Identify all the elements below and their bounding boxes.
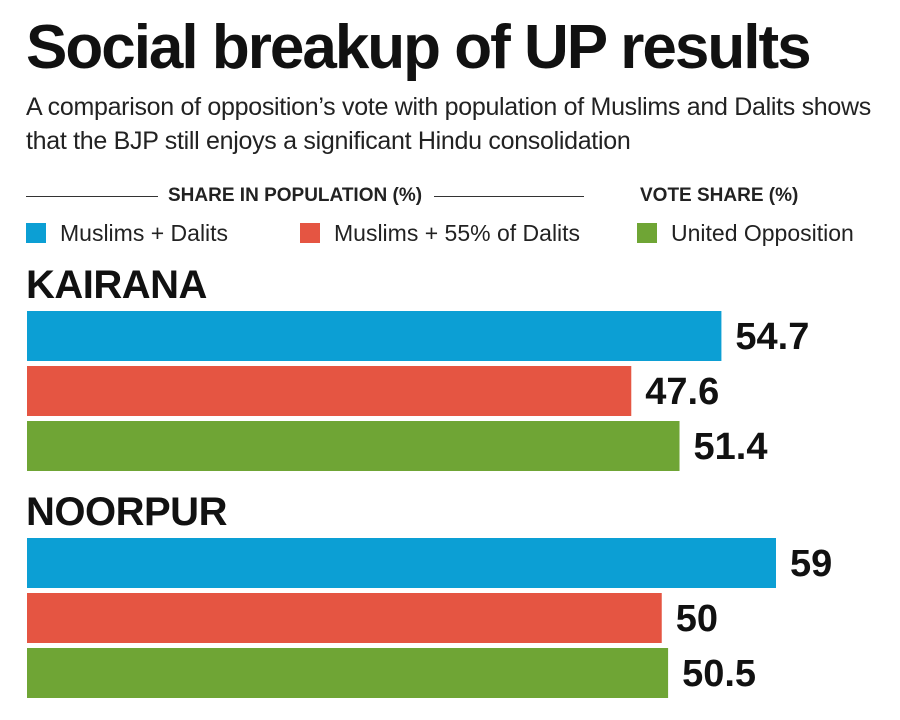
bar-noorpur-1 bbox=[27, 593, 662, 643]
legend-swatch-red bbox=[300, 223, 320, 243]
legend-item-muslims-55-dalits: Muslims + 55% of Dalits bbox=[300, 218, 580, 248]
bar-kairana-0 bbox=[27, 311, 722, 361]
heading-rule-right bbox=[434, 195, 585, 197]
legend-swatch-green bbox=[637, 223, 657, 243]
legend-swatch-blue bbox=[26, 223, 46, 243]
bar-noorpur-0 bbox=[27, 538, 776, 588]
bar-value-label: 47.6 bbox=[645, 371, 719, 413]
bar-kairana-2 bbox=[27, 421, 680, 471]
legend-label: Muslims + 55% of Dalits bbox=[334, 219, 581, 246]
heading-rule-left bbox=[26, 195, 158, 197]
bar-value-label: 59 bbox=[790, 543, 832, 585]
group-title-kairana: KAIRANA bbox=[26, 263, 207, 307]
legend-item-muslims-dalits: Muslims + Dalits bbox=[26, 218, 228, 248]
vote-heading-text: VOTE SHARE (%) bbox=[640, 185, 799, 206]
population-heading-text: SHARE IN POPULATION (%) bbox=[168, 185, 423, 206]
bar-value-label: 50 bbox=[676, 598, 718, 640]
legend-item-united-opposition: United Opposition bbox=[637, 218, 854, 248]
bar-kairana-1 bbox=[27, 366, 632, 416]
legend-label: Muslims + Dalits bbox=[60, 219, 229, 246]
chart-subtitle: A comparison of opposition’s vote with p… bbox=[26, 93, 871, 155]
bar-value-label: 51.4 bbox=[694, 426, 768, 468]
chart-title: Social breakup of UP results bbox=[26, 13, 812, 82]
bar-noorpur-2 bbox=[27, 648, 669, 698]
legend-label: United Opposition bbox=[671, 219, 854, 246]
vote-legend-heading: VOTE SHARE (%) bbox=[640, 182, 798, 210]
bar-value-label: 54.7 bbox=[735, 316, 809, 358]
population-legend-heading: SHARE IN POPULATION (%) bbox=[26, 182, 585, 210]
group-title-noorpur: NOORPUR bbox=[26, 490, 227, 534]
bar-value-label: 50.5 bbox=[682, 653, 756, 695]
